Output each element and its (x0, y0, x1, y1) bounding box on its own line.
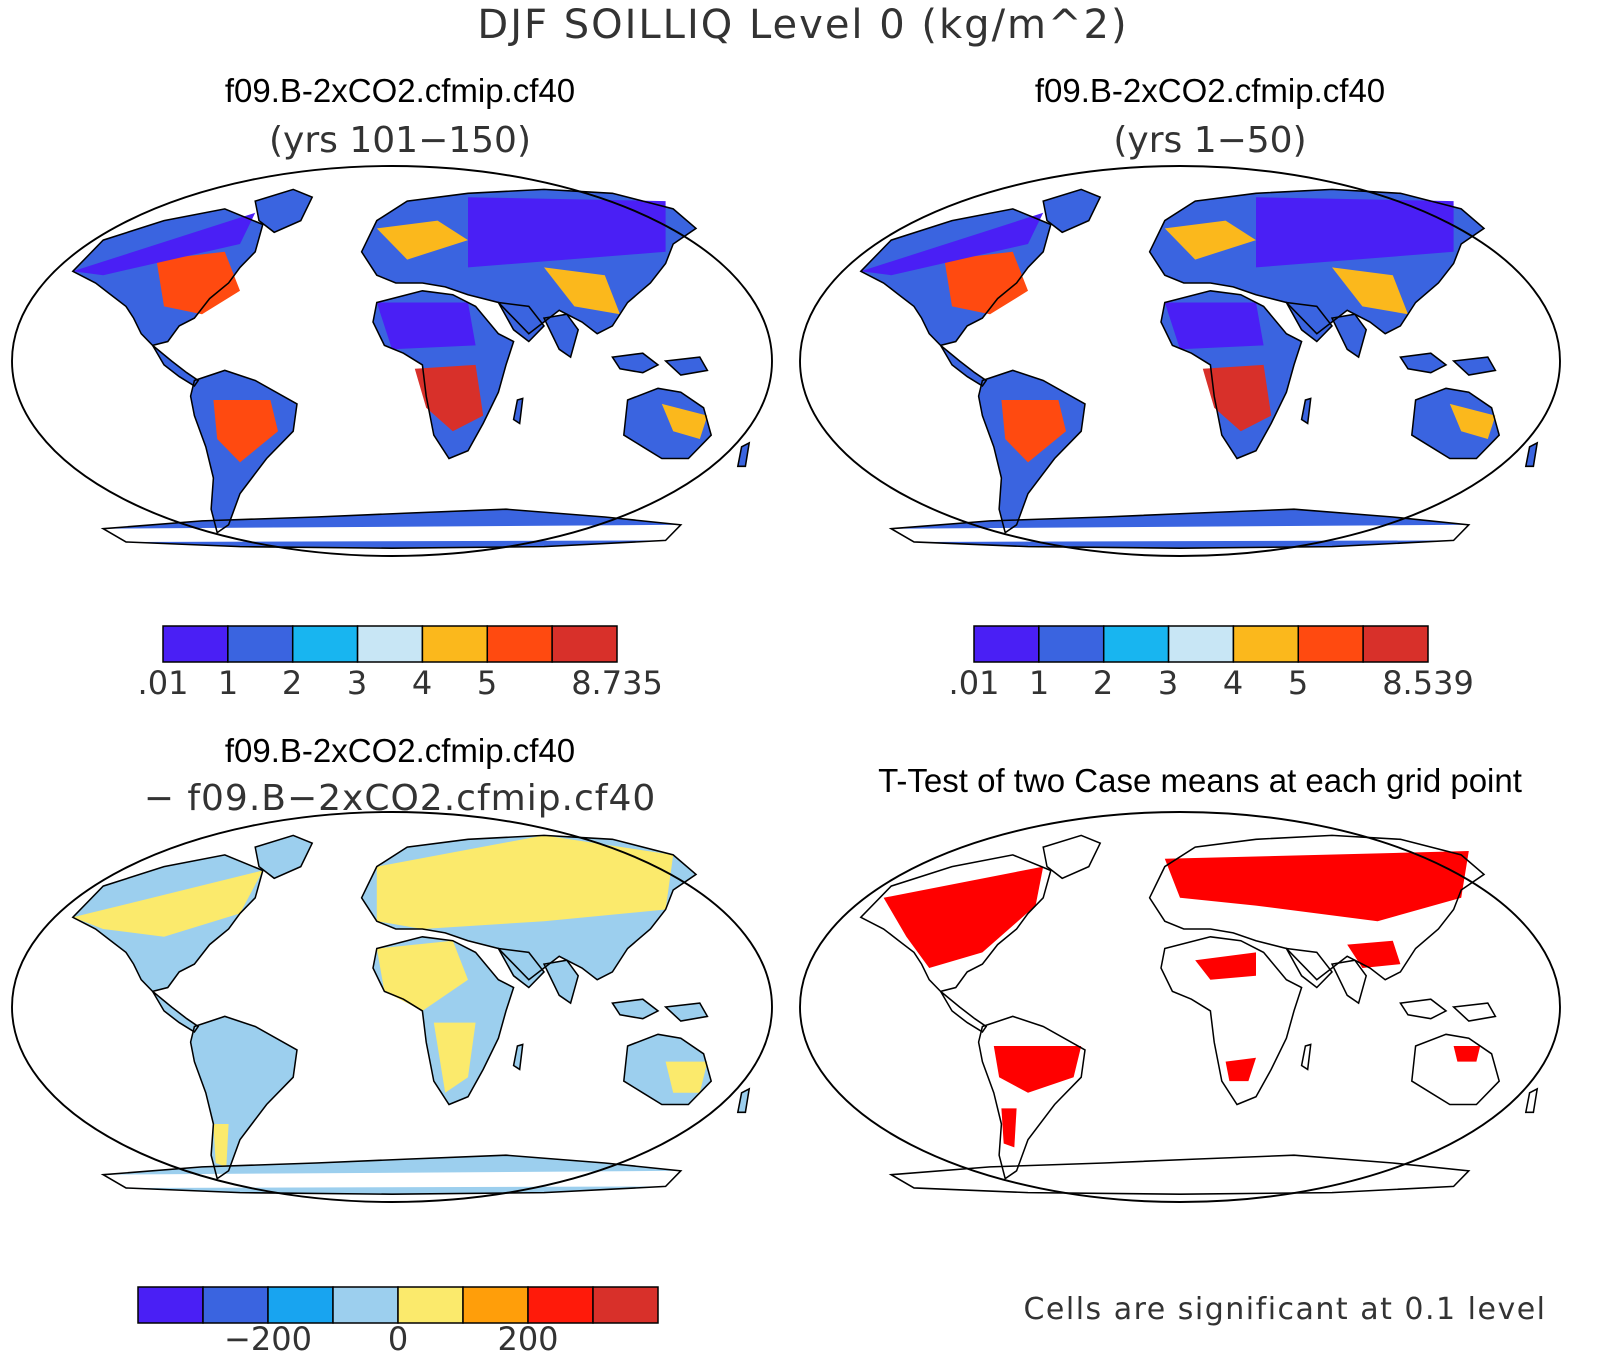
colorbar-tick-label: 2 (1092, 664, 1114, 702)
colorbar-swatch (202, 1286, 269, 1324)
colorbar-swatch (486, 625, 553, 663)
colorbar-swatch (1102, 625, 1170, 663)
colorbar-swatch (1038, 625, 1105, 663)
map-panel-4 (799, 811, 1561, 1203)
colorbar-swatch (1297, 625, 1364, 663)
colorbar-swatch (1232, 625, 1300, 663)
colorbar-swatch (356, 625, 424, 663)
colorbar-tick-label: 5 (1287, 664, 1309, 702)
colorbar-swatch (137, 1286, 204, 1324)
colorbar-swatch (267, 1286, 334, 1324)
map-panel-3 (11, 811, 773, 1203)
colorbar-tick-label: 1 (217, 664, 239, 702)
colorbar-swatch (551, 625, 618, 663)
colorbar-panel-3 (137, 1286, 659, 1324)
colorbar-tick-label: 8.539 (1382, 664, 1474, 702)
map-panel-2 (799, 165, 1561, 557)
colorbar-tick-label: 8.735 (571, 664, 663, 702)
panel-1-subtitle: (yrs 101−150) (269, 120, 531, 161)
colorbar-swatch (592, 1286, 659, 1324)
colorbar-swatch (332, 1286, 399, 1324)
panel-4-footnote: Cells are significant at 0.1 level (1023, 1292, 1547, 1327)
panel-3-title: f09.B-2xCO2.cfmip.cf40 (224, 732, 576, 769)
panel-2-subtitle: (yrs 1−50) (1113, 120, 1307, 161)
colorbar-panel-1 (162, 625, 618, 663)
colorbar-swatch (397, 1286, 464, 1324)
colorbar-tick-label: −200 (224, 1320, 312, 1358)
colorbar-swatch (421, 625, 489, 663)
colorbar-tick-label: 1 (1028, 664, 1050, 702)
map-panel-1 (11, 165, 773, 557)
colorbar-tick-label: 2 (281, 664, 303, 702)
colorbar-tick-label: 4 (411, 664, 433, 702)
colorbar-tick-label: 5 (476, 664, 498, 702)
colorbar-tick-label: 3 (1157, 664, 1179, 702)
colorbar-tick-label: 4 (1222, 664, 1244, 702)
colorbar-swatch (291, 625, 359, 663)
panel-4-title: T-Test of two Case means at each grid po… (878, 762, 1522, 799)
colorbar-swatch (527, 1286, 594, 1324)
colorbar-swatch (1167, 625, 1235, 663)
colorbar-swatch (462, 1286, 529, 1324)
colorbar-panel-2 (973, 625, 1429, 663)
colorbar-tick-label: 3 (346, 664, 368, 702)
colorbar-swatch (973, 625, 1040, 663)
colorbar-swatch (162, 625, 229, 663)
colorbar-tick-label: 0 (387, 1320, 409, 1358)
colorbar-tick-label: 200 (497, 1320, 559, 1358)
colorbar-tick-label: .01 (137, 664, 189, 702)
colorbar-tick-label: .01 (948, 664, 1000, 702)
main-title: DJF SOILLIQ Level 0 (kg/m^2) (477, 2, 1129, 48)
colorbar-swatch (227, 625, 294, 663)
panel-2-title: f09.B-2xCO2.cfmip.cf40 (1034, 72, 1386, 109)
colorbar-swatch (1362, 625, 1429, 663)
panel-1-title: f09.B-2xCO2.cfmip.cf40 (224, 72, 576, 109)
